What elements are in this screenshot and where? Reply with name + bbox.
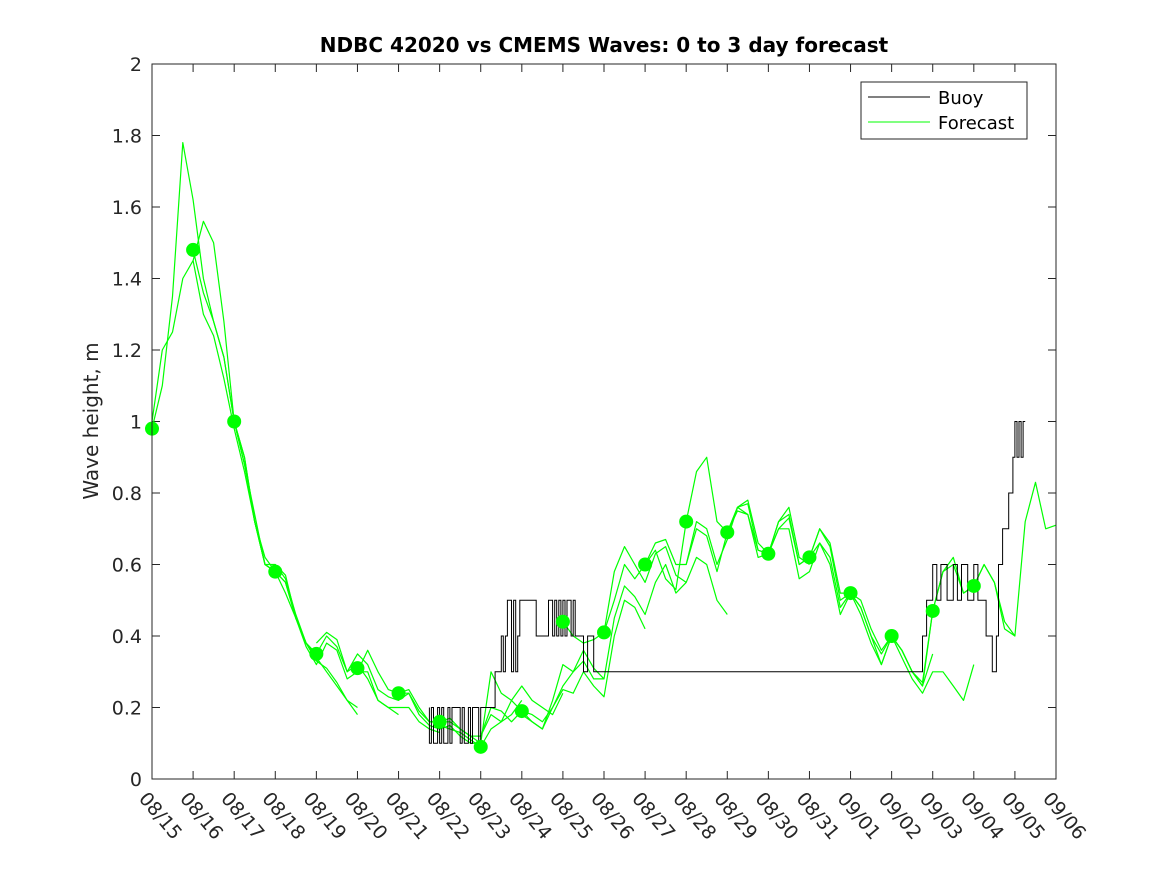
forecast-line <box>521 563 687 730</box>
y-tick-label: 0.8 <box>112 483 142 505</box>
forecast-point <box>391 686 406 701</box>
forecast-point <box>597 625 611 640</box>
legend-forecast-label: Forecast <box>938 113 1014 134</box>
forecast-point <box>473 739 488 754</box>
y-tick-label: 0 <box>130 769 142 791</box>
legend-box <box>860 81 1028 140</box>
buoy-line <box>428 421 1026 744</box>
forecast-point <box>720 525 735 540</box>
forecast-line <box>315 631 481 744</box>
forecast-point <box>966 578 981 593</box>
forecast-line <box>480 599 646 737</box>
forecast-line <box>562 545 728 644</box>
y-tick-label: 2 <box>130 54 142 76</box>
y-tick-label: 0.2 <box>112 698 142 720</box>
forecast-point <box>679 514 694 529</box>
axes-box <box>151 63 1057 780</box>
y-tick-label: 1.8 <box>112 126 142 148</box>
forecast-point <box>884 629 899 643</box>
legend-buoy-label: Buoy <box>938 88 984 109</box>
forecast-point <box>638 557 653 572</box>
forecast-point <box>925 603 940 618</box>
forecast-point <box>309 646 324 661</box>
forecast-point <box>186 242 201 257</box>
y-axis-label: Wave height, m <box>79 342 103 499</box>
forecast-point <box>555 614 570 629</box>
forecast-point <box>350 661 365 676</box>
y-tick-label: 1 <box>130 412 142 434</box>
forecast-points <box>145 242 981 754</box>
y-tick-label: 1.6 <box>112 197 142 219</box>
legend: Buoy Forecast <box>860 81 1028 140</box>
y-tick-label: 0.4 <box>112 626 142 648</box>
y-tick-label: 1.4 <box>112 269 142 291</box>
y-tick-label: 0.6 <box>112 555 142 577</box>
forecast-point <box>514 704 529 719</box>
chart-title: NDBC 42020 vs CMEMS Waves: 0 to 3 day fo… <box>320 33 889 57</box>
y-axis-ticks: 0 0.2 0.4 0.6 0.8 1 1.2 1.4 1.6 1.8 2 <box>112 54 1056 791</box>
forecast-point <box>802 550 817 565</box>
forecast-point <box>843 586 858 601</box>
forecast-point <box>227 414 242 429</box>
forecast-point <box>761 546 776 561</box>
forecast-point <box>268 564 283 579</box>
y-tick-label: 1.2 <box>112 340 142 362</box>
plot-area <box>152 64 1056 779</box>
forecast-point <box>432 714 447 729</box>
